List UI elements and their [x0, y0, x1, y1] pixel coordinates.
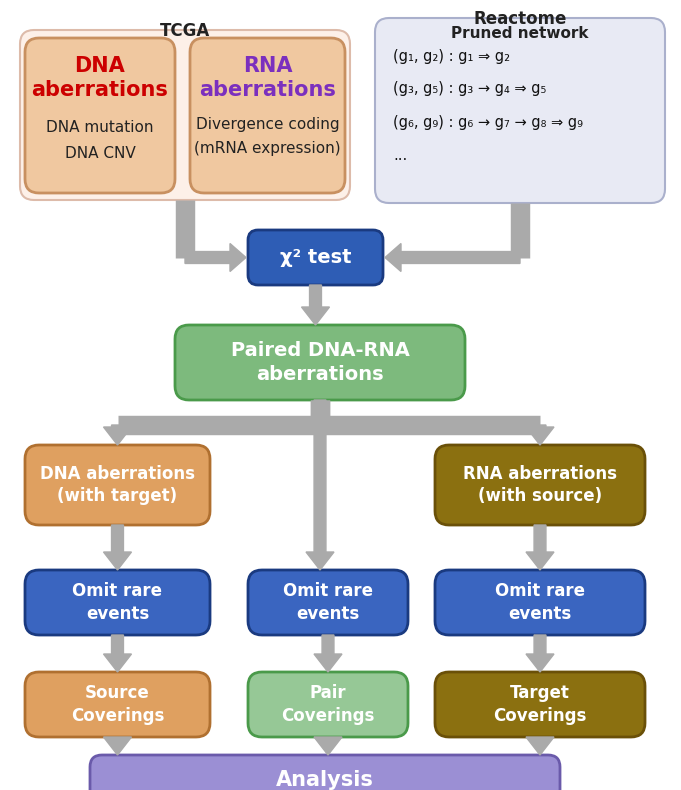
Text: aberrations: aberrations	[31, 80, 168, 100]
Text: RNA aberrations
(with source): RNA aberrations (with source)	[463, 465, 617, 505]
FancyArrow shape	[104, 525, 131, 570]
Text: RNA: RNA	[242, 56, 292, 76]
FancyArrow shape	[306, 400, 334, 570]
Text: Paired DNA-RNA
aberrations: Paired DNA-RNA aberrations	[231, 341, 409, 384]
Text: aberrations: aberrations	[199, 80, 336, 100]
Text: Omit rare
events: Omit rare events	[283, 582, 373, 623]
FancyBboxPatch shape	[248, 672, 408, 737]
FancyBboxPatch shape	[248, 230, 383, 285]
FancyArrow shape	[104, 635, 131, 672]
Text: DNA aberrations
(with target): DNA aberrations (with target)	[40, 465, 195, 505]
Text: Analysis: Analysis	[276, 770, 374, 790]
FancyArrow shape	[185, 243, 246, 272]
FancyBboxPatch shape	[25, 672, 210, 737]
FancyArrow shape	[526, 635, 554, 672]
FancyArrow shape	[526, 425, 554, 445]
FancyBboxPatch shape	[375, 18, 665, 203]
Text: DNA CNV: DNA CNV	[65, 145, 136, 160]
FancyArrow shape	[526, 525, 554, 570]
FancyArrow shape	[302, 285, 330, 325]
Text: Reactome: Reactome	[473, 10, 567, 28]
Text: Pair
Coverings: Pair Coverings	[281, 684, 375, 724]
Text: ...: ...	[393, 148, 407, 163]
Text: DNA: DNA	[75, 56, 125, 76]
Text: Omit rare
events: Omit rare events	[72, 582, 163, 623]
FancyBboxPatch shape	[25, 445, 210, 525]
Text: (g₆, g₉) : g₆ → g₇ → g₈ ⇒ g₉: (g₆, g₉) : g₆ → g₇ → g₈ ⇒ g₉	[393, 115, 583, 130]
Text: Target
Coverings: Target Coverings	[493, 684, 587, 724]
Text: DNA mutation: DNA mutation	[46, 121, 154, 136]
FancyBboxPatch shape	[435, 445, 645, 525]
FancyArrow shape	[314, 635, 342, 672]
FancyBboxPatch shape	[248, 570, 408, 635]
FancyArrow shape	[314, 737, 342, 755]
Text: Pruned network: Pruned network	[452, 26, 589, 41]
FancyBboxPatch shape	[25, 570, 210, 635]
FancyBboxPatch shape	[190, 38, 345, 193]
FancyBboxPatch shape	[25, 38, 175, 193]
FancyBboxPatch shape	[435, 570, 645, 635]
FancyArrow shape	[104, 425, 131, 445]
Text: χ² test: χ² test	[280, 248, 351, 267]
FancyArrow shape	[104, 737, 131, 755]
FancyArrow shape	[526, 737, 554, 755]
Text: Divergence coding: Divergence coding	[195, 116, 339, 131]
Text: TCGA: TCGA	[160, 22, 210, 40]
FancyBboxPatch shape	[175, 325, 465, 400]
Text: Omit rare
events: Omit rare events	[495, 582, 585, 623]
FancyArrow shape	[385, 243, 520, 272]
Text: Source
Coverings: Source Coverings	[71, 684, 164, 724]
Text: (mRNA expression): (mRNA expression)	[194, 141, 340, 156]
Text: (g₃, g₅) : g₃ → g₄ ⇒ g₅: (g₃, g₅) : g₃ → g₄ ⇒ g₅	[393, 81, 546, 96]
FancyBboxPatch shape	[435, 672, 645, 737]
Text: (g₁, g₂) : g₁ ⇒ g₂: (g₁, g₂) : g₁ ⇒ g₂	[393, 48, 510, 63]
FancyBboxPatch shape	[90, 755, 560, 790]
FancyBboxPatch shape	[20, 30, 350, 200]
